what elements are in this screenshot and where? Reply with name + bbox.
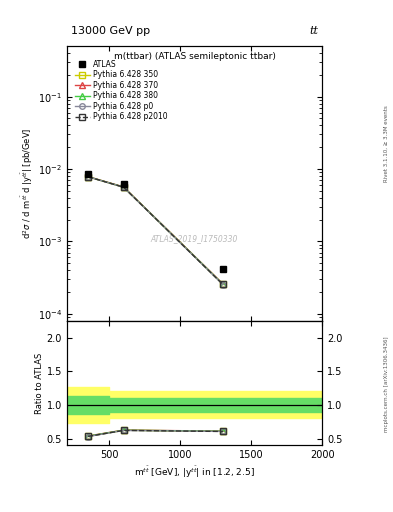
- Pythia 6.428 p0: [220, 282, 225, 288]
- Text: 13000 GeV pp: 13000 GeV pp: [71, 26, 150, 36]
- Line: Pythia 6.428 380: Pythia 6.428 380: [85, 174, 226, 287]
- Legend: ATLAS, Pythia 6.428 350, Pythia 6.428 370, Pythia 6.428 380, Pythia 6.428 p0, Py: ATLAS, Pythia 6.428 350, Pythia 6.428 37…: [73, 58, 169, 123]
- ATLAS: [86, 171, 90, 177]
- Line: Pythia 6.428 350: Pythia 6.428 350: [85, 174, 226, 287]
- Pythia 6.428 350: [86, 174, 90, 180]
- Pythia 6.428 p0: [121, 184, 126, 190]
- Y-axis label: d$^2\sigma$ / d m$^{t\bar{t}}$ d |y$^{t\bar{t}}$| [pb/GeV]: d$^2\sigma$ / d m$^{t\bar{t}}$ d |y$^{t\…: [19, 127, 35, 239]
- X-axis label: m$^{t\bar{t}}$ [GeV], |y$^{t\bar{t}}$| in [1.2, 2.5]: m$^{t\bar{t}}$ [GeV], |y$^{t\bar{t}}$| i…: [134, 464, 255, 480]
- Line: Pythia 6.428 p0: Pythia 6.428 p0: [85, 174, 226, 287]
- Pythia 6.428 350: [220, 281, 225, 287]
- Pythia 6.428 p2010: [86, 174, 90, 180]
- Pythia 6.428 370: [220, 281, 225, 287]
- Pythia 6.428 380: [86, 174, 90, 180]
- Text: tt: tt: [309, 26, 318, 36]
- Pythia 6.428 370: [86, 174, 90, 180]
- Pythia 6.428 370: [121, 184, 126, 190]
- Line: ATLAS: ATLAS: [84, 170, 226, 272]
- Pythia 6.428 p0: [86, 174, 90, 180]
- Y-axis label: Ratio to ATLAS: Ratio to ATLAS: [35, 352, 44, 414]
- Pythia 6.428 380: [121, 184, 126, 190]
- ATLAS: [220, 266, 225, 272]
- Pythia 6.428 380: [220, 281, 225, 287]
- Text: mcplots.cern.ch [arXiv:1306.3436]: mcplots.cern.ch [arXiv:1306.3436]: [384, 336, 389, 432]
- Text: ATLAS_2019_I1750330: ATLAS_2019_I1750330: [151, 234, 238, 243]
- Line: Pythia 6.428 p2010: Pythia 6.428 p2010: [85, 174, 226, 287]
- Pythia 6.428 p2010: [220, 282, 225, 288]
- Pythia 6.428 350: [121, 184, 126, 190]
- Text: Rivet 3.1.10, ≥ 3.3M events: Rivet 3.1.10, ≥ 3.3M events: [384, 105, 389, 182]
- Line: Pythia 6.428 370: Pythia 6.428 370: [85, 174, 226, 287]
- Pythia 6.428 p2010: [121, 184, 126, 190]
- ATLAS: [121, 181, 126, 187]
- Text: m(ttbar) (ATLAS semileptonic ttbar): m(ttbar) (ATLAS semileptonic ttbar): [114, 52, 275, 60]
